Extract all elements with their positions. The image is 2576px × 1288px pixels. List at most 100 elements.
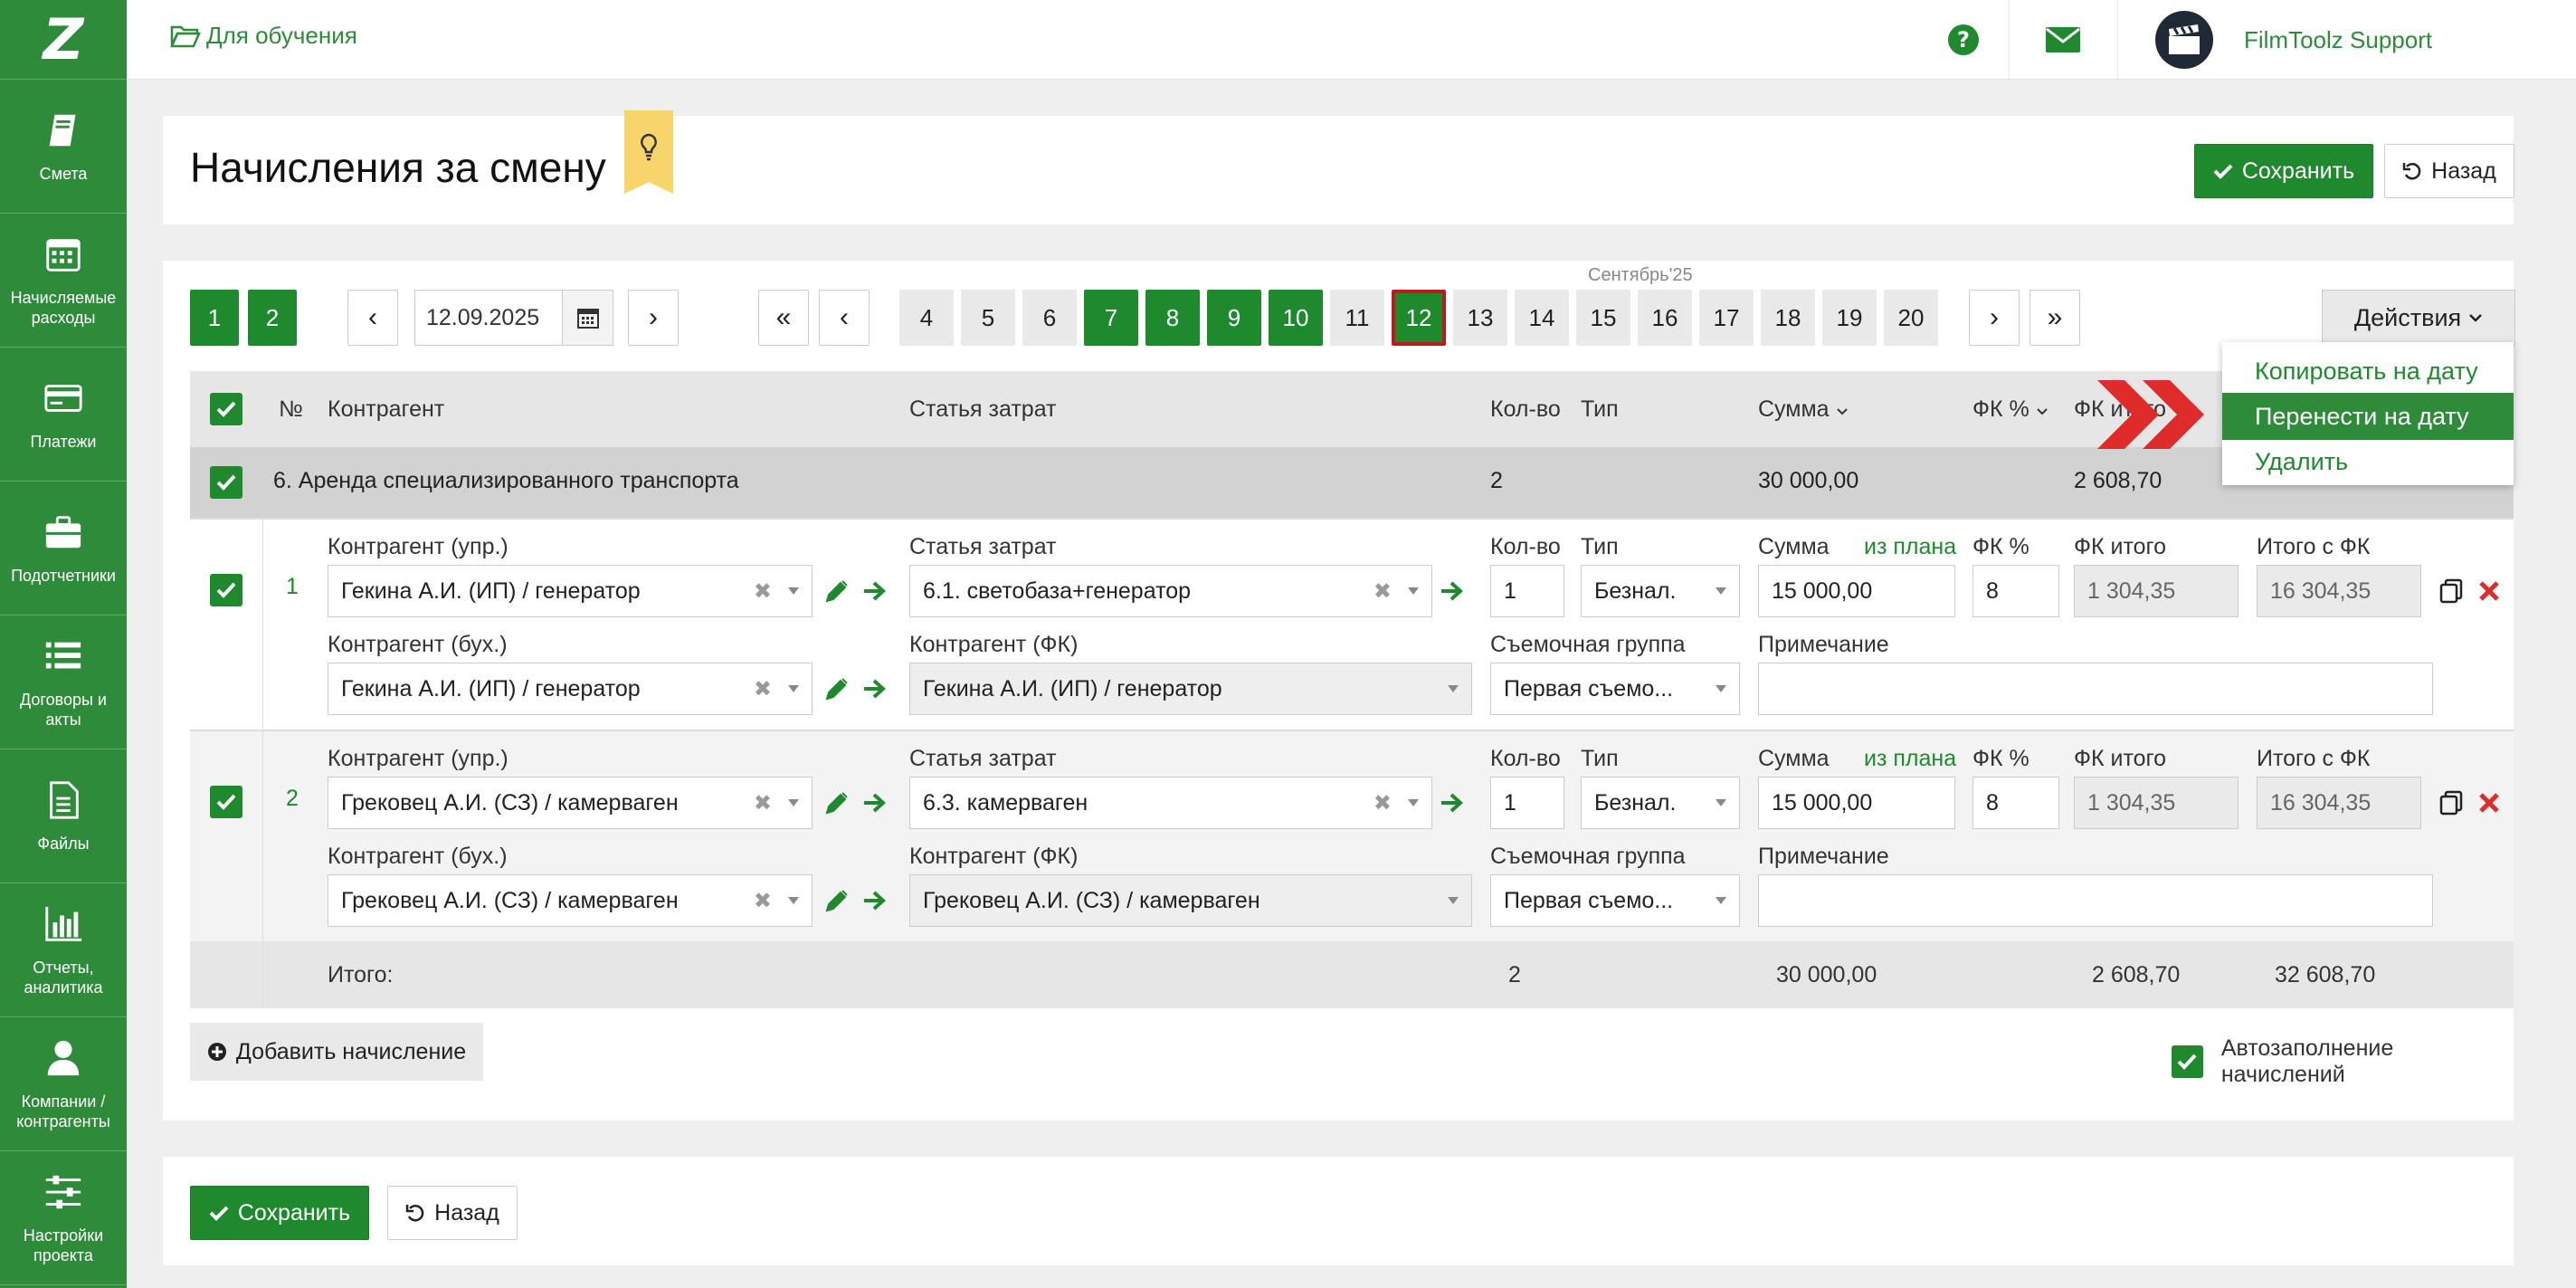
copy-icon[interactable] <box>2438 789 2465 816</box>
note-input[interactable] <box>1758 874 2433 927</box>
col-fk-pct-sort[interactable]: ФК % <box>1972 396 2048 423</box>
day-8-button[interactable]: 8 <box>1145 290 1200 346</box>
cp-fk-select[interactable]: Грековец А.И. (СЗ) / камерваген <box>909 874 1472 927</box>
sum-input[interactable]: 15 000,00 <box>1758 777 1955 829</box>
crew-select[interactable]: Первая съемо... <box>1490 874 1740 927</box>
hint-bookmark[interactable] <box>624 110 673 194</box>
qty-input[interactable]: 1 <box>1490 777 1564 829</box>
clear-icon[interactable]: ✖ <box>1373 790 1392 816</box>
user-menu[interactable]: FilmToolz Support <box>2155 0 2432 80</box>
fk-pct-input[interactable]: 8 <box>1972 777 2059 829</box>
arrow-right-icon[interactable] <box>861 887 889 914</box>
autofill-checkbox[interactable] <box>2172 1045 2203 1078</box>
menu-item-delete[interactable]: Удалить <box>2255 447 2349 475</box>
day-12-button[interactable]: 12 <box>1392 290 1446 346</box>
sidebar-item-reports[interactable]: Отчеты, аналитика <box>0 883 127 1017</box>
date-picker[interactable]: 12.09.2025 <box>414 290 613 346</box>
day-11-button[interactable]: 11 <box>1330 290 1384 346</box>
save-button-top[interactable]: Сохранить <box>2194 144 2373 198</box>
cp-mgmt-select[interactable]: Грековец А.И. (СЗ) / камерваген ✖ <box>328 777 813 829</box>
sidebar-item-payments[interactable]: Платежи <box>0 348 127 482</box>
actions-dropdown-button[interactable]: Действия <box>2322 290 2515 346</box>
cp-mgmt-select[interactable]: Гекина А.И. (ИП) / генератор ✖ <box>328 565 813 617</box>
article-select[interactable]: 6.1. светобаза+генератор ✖ <box>909 565 1432 617</box>
first-week-button[interactable]: « <box>758 290 809 346</box>
from-plan-link[interactable]: из плана <box>1864 746 1957 771</box>
copy-icon[interactable] <box>2438 577 2465 605</box>
help-button[interactable]: ? <box>1914 0 2013 80</box>
arrow-right-icon[interactable] <box>861 675 889 702</box>
type-select[interactable]: Безнал. <box>1581 565 1740 617</box>
save-button-bottom[interactable]: Сохранить <box>190 1186 369 1240</box>
day-9-button[interactable]: 9 <box>1207 290 1261 346</box>
day-17-button[interactable]: 17 <box>1699 290 1754 346</box>
messages-button[interactable] <box>2009 0 2117 80</box>
back-button-top[interactable]: Назад <box>2384 144 2514 198</box>
day-4-button[interactable]: 4 <box>899 290 954 346</box>
day-19-button[interactable]: 19 <box>1822 290 1877 346</box>
day-13-button[interactable]: 13 <box>1453 290 1507 346</box>
add-accrual-button[interactable]: Добавить начисление <box>190 1023 483 1081</box>
app-logo[interactable]: Z <box>0 0 127 80</box>
day-6-button[interactable]: 6 <box>1022 290 1077 346</box>
sidebar-item-estimate[interactable]: Смета <box>0 80 127 214</box>
sidebar-item-accruals[interactable]: Начисляемые расходы <box>0 214 127 348</box>
day-15-button[interactable]: 15 <box>1576 290 1630 346</box>
day-14-button[interactable]: 14 <box>1515 290 1569 346</box>
sidebar-item-files[interactable]: Файлы <box>0 749 127 883</box>
project-link[interactable]: Для обучения <box>170 22 357 50</box>
clear-icon[interactable]: ✖ <box>753 790 772 816</box>
type-select[interactable]: Безнал. <box>1581 777 1740 829</box>
clear-icon[interactable]: ✖ <box>753 578 772 604</box>
pencil-icon[interactable] <box>823 789 851 816</box>
last-week-button[interactable]: » <box>2029 290 2080 346</box>
prev-week-button[interactable]: ‹ <box>819 290 870 346</box>
day-18-button[interactable]: 18 <box>1761 290 1815 346</box>
sidebar-item-contracts[interactable]: Договоры и акты <box>0 615 127 749</box>
back-button-bottom[interactable]: Назад <box>387 1186 518 1240</box>
day-5-button[interactable]: 5 <box>961 290 1015 346</box>
cp-acc-select[interactable]: Грековец А.И. (СЗ) / камерваген ✖ <box>328 874 813 927</box>
col-sum-sort[interactable]: Сумма <box>1758 396 1849 423</box>
row-checkbox[interactable] <box>210 786 242 818</box>
day-10-button[interactable]: 10 <box>1269 290 1323 346</box>
note-input[interactable] <box>1758 663 2433 715</box>
cp-fk-select[interactable]: Гекина А.И. (ИП) / генератор <box>909 663 1472 715</box>
day-20-button[interactable]: 20 <box>1884 290 1938 346</box>
fk-pct-input[interactable]: 8 <box>1972 565 2059 617</box>
menu-item-move-to-date[interactable]: Перенести на дату <box>2222 393 2514 440</box>
pencil-icon[interactable] <box>823 675 851 702</box>
date-value[interactable]: 12.09.2025 <box>426 304 540 330</box>
delete-icon[interactable] <box>2476 789 2503 816</box>
cp-acc-select[interactable]: Гекина А.И. (ИП) / генератор ✖ <box>328 663 813 715</box>
sidebar-item-companies[interactable]: Компании / контрагенты <box>0 1017 127 1151</box>
menu-item-copy-to-date[interactable]: Копировать на дату <box>2255 357 2478 385</box>
page-1-button[interactable]: 1 <box>190 290 239 346</box>
crew-select[interactable]: Первая съемо... <box>1490 663 1740 715</box>
pencil-icon[interactable] <box>823 887 851 914</box>
arrow-right-icon[interactable] <box>1439 577 1466 605</box>
delete-icon[interactable] <box>2476 577 2503 605</box>
arrow-right-icon[interactable] <box>861 577 889 605</box>
clear-icon[interactable]: ✖ <box>753 888 772 913</box>
qty-input[interactable]: 1 <box>1490 565 1564 617</box>
article-select[interactable]: 6.3. камерваген ✖ <box>909 777 1432 829</box>
select-all-checkbox[interactable] <box>210 393 242 425</box>
next-date-button[interactable]: › <box>628 290 679 346</box>
arrow-right-icon[interactable] <box>861 789 889 816</box>
calendar-icon[interactable] <box>562 291 613 345</box>
group-checkbox[interactable] <box>210 466 242 499</box>
day-16-button[interactable]: 16 <box>1638 290 1692 346</box>
autofill-toggle[interactable]: Автозаполнение начислений <box>2172 1035 2514 1088</box>
sidebar-item-accountables[interactable]: Подотчетники <box>0 482 127 615</box>
sidebar-item-settings[interactable]: Настройки проекта <box>0 1151 127 1285</box>
clear-icon[interactable]: ✖ <box>753 676 772 701</box>
row-checkbox[interactable] <box>210 574 242 606</box>
arrow-right-icon[interactable] <box>1439 789 1466 816</box>
day-7-button[interactable]: 7 <box>1084 290 1138 346</box>
page-2-button[interactable]: 2 <box>248 290 297 346</box>
pencil-icon[interactable] <box>823 577 851 605</box>
prev-date-button[interactable]: ‹ <box>347 290 398 346</box>
next-week-button[interactable]: › <box>1969 290 2020 346</box>
from-plan-link[interactable]: из плана <box>1864 534 1957 559</box>
